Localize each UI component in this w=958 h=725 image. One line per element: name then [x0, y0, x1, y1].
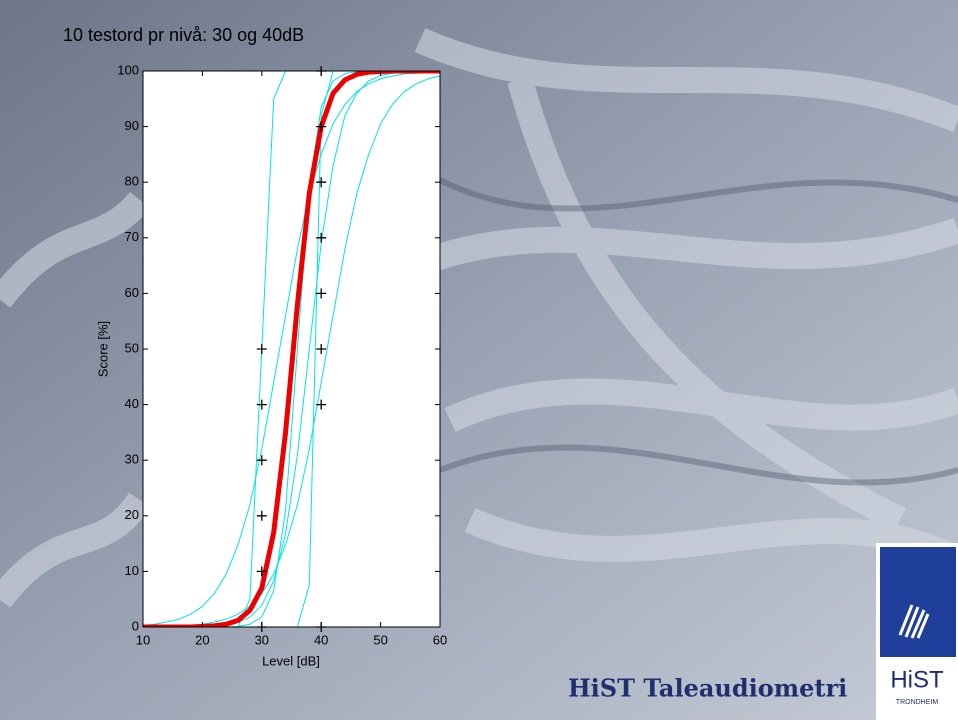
data-point — [316, 399, 327, 410]
data-point — [316, 344, 327, 354]
y-tick-label: 60 — [125, 285, 139, 300]
y-tick-label: 90 — [125, 118, 139, 133]
data-point — [316, 232, 327, 243]
y-tick-label: 70 — [125, 229, 139, 244]
logo-icon — [898, 604, 930, 639]
logo-name: HiST — [890, 666, 944, 693]
y-axis-label: Score [%] — [95, 321, 110, 377]
data-point — [256, 399, 267, 410]
y-tick-label: 50 — [125, 340, 139, 355]
x-tick-label: 30 — [255, 632, 269, 647]
data-point — [256, 344, 267, 354]
data-point — [316, 288, 327, 299]
data-point — [256, 622, 267, 632]
decor — [0, 28, 958, 608]
y-tick-label: 20 — [125, 507, 139, 522]
series-line — [143, 71, 440, 627]
x-tick-label: 20 — [195, 632, 209, 647]
x-tick-label: 50 — [373, 632, 387, 647]
logo — [880, 547, 956, 657]
footer-text: HiST Taleaudiometri — [568, 674, 847, 703]
data-point — [256, 510, 267, 521]
logo-place: TRONDHEIM — [896, 699, 939, 706]
data-point — [316, 177, 327, 188]
y-tick-label: 40 — [125, 396, 139, 411]
decor-lines — [438, 177, 958, 486]
data-point — [256, 566, 267, 577]
data-point — [316, 622, 327, 632]
y-tick-label: 100 — [117, 62, 139, 77]
x-tick-label: 60 — [433, 632, 447, 647]
y-tick-label: 80 — [125, 174, 139, 189]
chart-title: 10 testord pr nivå: 30 og 40dB — [63, 25, 304, 45]
x-tick-label: 10 — [136, 632, 150, 647]
data-point — [316, 121, 327, 132]
x-axis-label: Level [dB] — [262, 653, 320, 668]
y-tick-label: 0 — [132, 618, 139, 633]
y-tick-label: 10 — [125, 563, 139, 578]
series-line — [143, 71, 440, 626]
data-point — [256, 455, 267, 466]
y-tick-label: 30 — [125, 452, 139, 467]
data-point — [316, 66, 327, 76]
x-tick-label: 40 — [314, 632, 328, 647]
